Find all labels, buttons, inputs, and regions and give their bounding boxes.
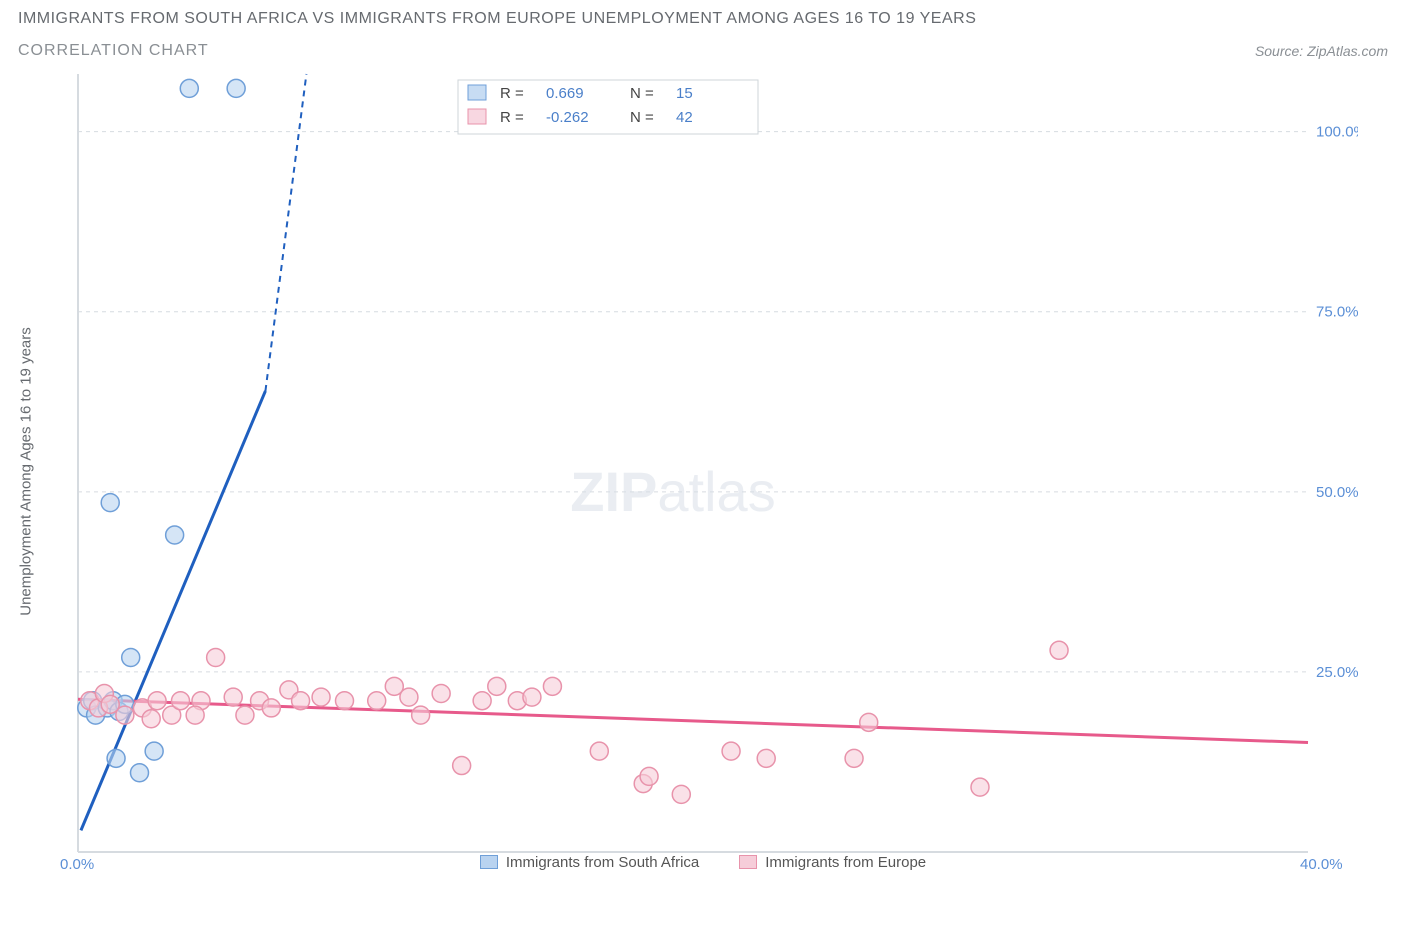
bottom-legend: Immigrants from South Africa Immigrants f… <box>18 854 1388 878</box>
data-point <box>186 706 204 724</box>
data-point <box>312 688 330 706</box>
data-point <box>227 79 245 97</box>
legend-swatch <box>739 855 757 869</box>
data-point <box>142 710 160 728</box>
legend-r-value: 0.669 <box>546 85 584 102</box>
trend-line-dashed <box>265 74 306 391</box>
data-point <box>523 688 541 706</box>
data-point <box>101 494 119 512</box>
data-point <box>148 692 166 710</box>
data-point <box>336 692 354 710</box>
data-point <box>292 692 310 710</box>
legend-r-label: R = <box>500 85 524 102</box>
subtitle-row: CORRELATION CHART Source: ZipAtlas.com <box>18 42 1388 60</box>
legend-n-label: N = <box>630 85 654 102</box>
data-point <box>432 685 450 703</box>
y-tick-label: 50.0% <box>1316 484 1358 501</box>
data-point <box>207 649 225 667</box>
y-axis-label: Unemployment Among Ages 16 to 19 years <box>18 327 35 616</box>
bottom-legend-item: Immigrants from South Africa <box>480 854 699 871</box>
data-point <box>543 677 561 695</box>
data-point <box>180 79 198 97</box>
legend-r-value: -0.262 <box>546 109 589 126</box>
legend-n-label: N = <box>630 109 654 126</box>
data-point <box>166 526 184 544</box>
data-point <box>488 677 506 695</box>
legend-label: Immigrants from Europe <box>765 854 926 871</box>
data-point <box>640 767 658 785</box>
data-point <box>262 699 280 717</box>
chart-area: Unemployment Among Ages 16 to 19 years 2… <box>18 68 1388 858</box>
legend-swatch <box>468 109 486 124</box>
legend-swatch <box>468 85 486 100</box>
data-point <box>400 688 418 706</box>
data-point <box>453 757 471 775</box>
data-point <box>368 692 386 710</box>
data-point <box>1050 641 1068 659</box>
source-attribution: Source: ZipAtlas.com <box>1255 43 1388 59</box>
legend-r-label: R = <box>500 109 524 126</box>
data-point <box>122 649 140 667</box>
data-point <box>145 742 163 760</box>
y-tick-label: 25.0% <box>1316 664 1358 681</box>
source-label: Source: <box>1255 43 1303 59</box>
data-point <box>107 749 125 767</box>
data-point <box>412 706 430 724</box>
legend-label: Immigrants from South Africa <box>506 854 699 871</box>
data-point <box>845 749 863 767</box>
y-tick-label: 75.0% <box>1316 304 1358 321</box>
data-point <box>172 692 190 710</box>
data-point <box>672 785 690 803</box>
data-point <box>224 688 242 706</box>
data-point <box>971 778 989 796</box>
legend-n-value: 42 <box>676 109 693 126</box>
legend-swatch <box>480 855 498 869</box>
page-title: IMMIGRANTS FROM SOUTH AFRICA VS IMMIGRAN… <box>18 10 1388 28</box>
data-point <box>722 742 740 760</box>
source-value: ZipAtlas.com <box>1307 43 1388 59</box>
data-point <box>757 749 775 767</box>
data-point <box>590 742 608 760</box>
data-point <box>860 713 878 731</box>
bottom-legend-item: Immigrants from Europe <box>739 854 926 871</box>
scatter-chart: 25.0% 50.0% 75.0% 100.0% ZIPatlas R = 0.669 N =… <box>18 68 1358 858</box>
subtitle: CORRELATION CHART <box>18 42 209 60</box>
data-point <box>236 706 254 724</box>
data-point <box>116 706 134 724</box>
y-tick-label: 100.0% <box>1316 124 1358 141</box>
legend-n-value: 15 <box>676 85 693 102</box>
data-point <box>131 764 149 782</box>
data-point <box>473 692 491 710</box>
watermark: ZIPatlas <box>570 460 775 523</box>
